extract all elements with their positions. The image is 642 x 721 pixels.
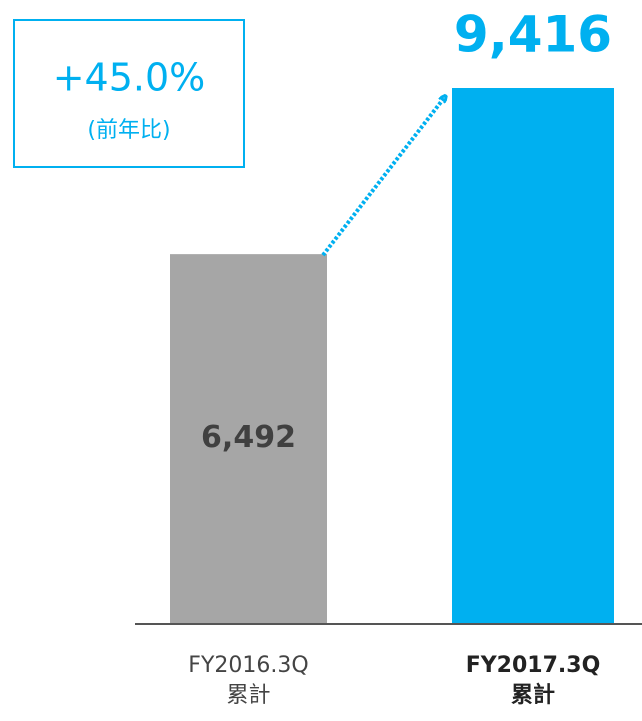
bar (170, 254, 327, 624)
growth-arrow (321, 98, 444, 257)
value-label: 9,416 (454, 6, 612, 64)
bar (452, 88, 614, 623)
annotation-box (13, 19, 245, 168)
x-tick-label: 累計 (226, 683, 270, 708)
x-tick-label: FY2016.3Q (188, 653, 308, 678)
x-tick-label: FY2017.3Q (466, 653, 601, 678)
x-tick-label: 累計 (511, 682, 555, 708)
value-label: 6,492 (201, 420, 296, 455)
growth-label: +45.0% (53, 56, 206, 100)
growth-note: (前年比) (87, 118, 170, 143)
